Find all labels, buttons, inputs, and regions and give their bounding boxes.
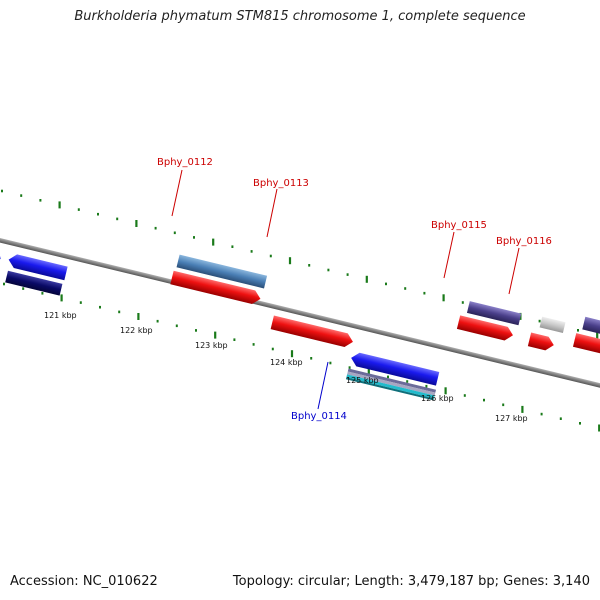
- gene-bphy0116-feature[interactable]: [539, 316, 566, 333]
- gene-label-bphy0112[interactable]: Bphy_0112: [157, 157, 213, 168]
- scale-label: 124 kbp: [270, 358, 303, 367]
- gene-bphy0112-feature[interactable]: [176, 254, 268, 289]
- gene-label-bphy0113[interactable]: Bphy_0113: [253, 178, 309, 189]
- scale-label: 125 kbp: [346, 376, 379, 385]
- gene-bphy0114[interactable]: [349, 351, 440, 386]
- gene-bphy0114-feature-lavender[interactable]: [347, 371, 436, 396]
- gene-bphy0114-feature-teal[interactable]: [345, 377, 434, 401]
- scale-label: 123 kbp: [195, 341, 228, 350]
- gene-bphy0116[interactable]: [527, 332, 556, 351]
- scale-ticks-lower: [3, 282, 600, 432]
- gene-label-bphy0114[interactable]: Bphy_0114: [291, 411, 347, 422]
- reverse-gene-partial[interactable]: [0, 251, 2, 264]
- scale-label: 122 kbp: [120, 326, 153, 335]
- gene-bphy0114-feature-cyan[interactable]: [346, 374, 435, 399]
- navy-feature[interactable]: [5, 270, 63, 296]
- leader-line-bphy0116: [508, 247, 520, 295]
- leader-line-bphy0114: [317, 361, 329, 410]
- gene-bphy0113[interactable]: [270, 315, 355, 349]
- gene-bphy0112[interactable]: [170, 270, 262, 306]
- leader-line-bphy0113: [266, 188, 278, 238]
- scale-ticks-upper: [1, 189, 599, 339]
- leader-line-bphy0112: [171, 169, 183, 217]
- gene-bphy0115-feature[interactable]: [466, 301, 522, 326]
- accession-text: Accession: NC_010622: [10, 574, 158, 589]
- topology-info-text: Topology: circular; Length: 3,479,187 bp…: [232, 574, 590, 589]
- gene-bphy0115[interactable]: [456, 315, 515, 342]
- scale-label: 127 kbp: [495, 414, 528, 423]
- gene-label-bphy0115[interactable]: Bphy_0115: [431, 220, 487, 231]
- scale-label: 126 kbp: [421, 394, 454, 403]
- scale-label: 121 kbp: [44, 311, 77, 320]
- leader-line-bphy0115: [443, 231, 455, 279]
- forward-gene-right[interactable]: [572, 333, 600, 366]
- reverse-gene[interactable]: [7, 253, 68, 281]
- map-title: Burkholderia phymatum STM815 chromosome …: [74, 9, 526, 24]
- sequence-backbone: [0, 233, 600, 393]
- gene-label-bphy0116[interactable]: Bphy_0116: [496, 236, 552, 247]
- gene-bphy0114-feature-slate[interactable]: [347, 368, 437, 393]
